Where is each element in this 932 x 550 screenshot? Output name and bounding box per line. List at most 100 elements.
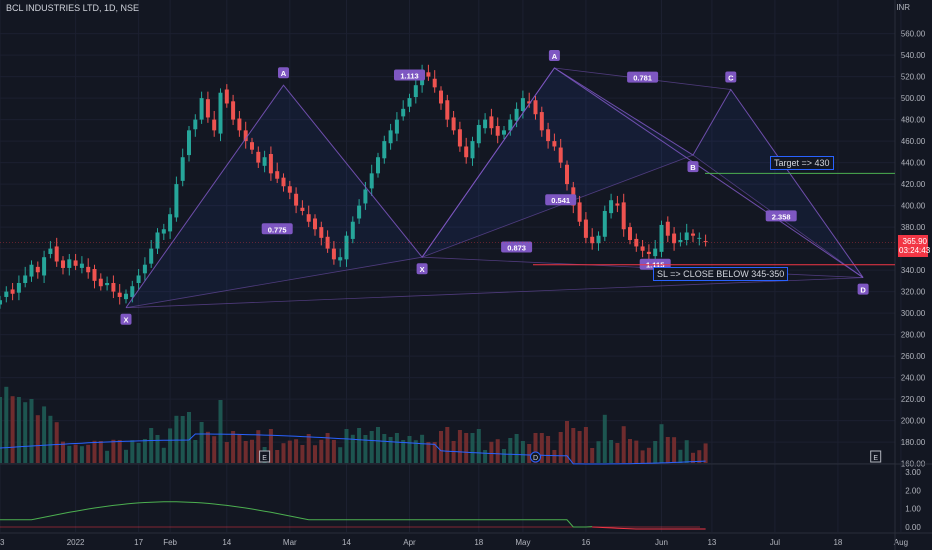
pivot-label-bg	[120, 313, 132, 325]
volume-bar	[306, 434, 311, 463]
last-price-tag: 365.90 03:24:43	[898, 235, 930, 257]
volume-bar	[193, 440, 198, 463]
volume-bar	[678, 449, 683, 463]
candle-body	[61, 260, 65, 268]
volume-bar	[407, 436, 412, 463]
volume-bar	[168, 428, 173, 463]
volume-bar	[67, 445, 72, 463]
price-tick-label: 460.00	[901, 137, 926, 146]
ratio-label: 0.541	[551, 196, 570, 205]
volume-bar	[325, 433, 330, 463]
ratio-label-bg	[545, 194, 577, 206]
candle-body	[590, 236, 595, 244]
volume-bar	[552, 450, 557, 463]
volume-bar	[376, 427, 380, 463]
volume-bar	[111, 439, 116, 463]
time-tick-label: 18	[474, 538, 483, 547]
candle-body	[432, 78, 437, 88]
candle-body	[23, 275, 28, 283]
time-tick-label: 14	[222, 538, 231, 547]
target-annotation[interactable]: Target => 430	[770, 156, 834, 170]
pattern-connector	[125, 256, 423, 309]
candle-body	[92, 269, 97, 281]
candle-body	[646, 251, 651, 254]
pivot-label: A	[552, 52, 558, 61]
volume-bar	[338, 447, 343, 463]
candle-body	[634, 238, 639, 247]
volume-bar	[369, 431, 374, 463]
candle-body	[275, 171, 280, 179]
oscillator-tick-label: 1.00	[905, 505, 921, 514]
ratio-label-bg	[501, 241, 533, 253]
time-tick-label: 14	[342, 538, 351, 547]
candle-body	[357, 205, 362, 219]
time-tick-label: May	[515, 538, 530, 547]
volume-bar	[218, 400, 223, 463]
oscillator-tick-label: 2.00	[905, 486, 921, 495]
price-tick-label: 380.00	[901, 223, 926, 232]
candle-body	[256, 151, 261, 163]
volume-bar	[105, 450, 110, 463]
candle-body	[470, 141, 475, 159]
candle-body	[495, 126, 500, 136]
price-tick-label: 200.00	[901, 417, 926, 426]
candle-body	[168, 214, 173, 232]
candle-body	[394, 119, 399, 134]
volume-bar	[634, 440, 639, 463]
candle-body	[407, 98, 412, 107]
volume-bar	[646, 447, 651, 463]
volume-bar	[161, 447, 166, 463]
volume-bar	[250, 439, 254, 463]
volume-bar	[0, 397, 2, 463]
volume-bar	[565, 421, 569, 463]
volume-bar	[382, 434, 387, 463]
candle-body	[325, 236, 330, 249]
ratio-label: 2.358	[772, 212, 791, 221]
ratio-label: 0.775	[268, 225, 287, 234]
volume-bar	[388, 437, 393, 463]
volume-bar	[98, 441, 103, 463]
volume-bar	[142, 439, 147, 463]
volume-bar	[703, 443, 708, 463]
volume-bar	[124, 449, 128, 463]
candle-body	[691, 233, 695, 236]
time-tick-label: 13	[0, 538, 5, 547]
candle-body	[29, 264, 34, 277]
price-tick-label: 220.00	[901, 395, 926, 404]
volume-bar	[672, 437, 677, 463]
pivot-label: A	[281, 69, 287, 78]
pattern-fill	[422, 68, 693, 258]
volume-bar	[691, 452, 695, 463]
candle-body	[212, 119, 217, 131]
price-tick-label: 280.00	[901, 331, 926, 340]
volume-bar	[16, 397, 21, 463]
volume-bar	[464, 433, 469, 463]
symbol-title: BCL INDUSTRIES LTD, 1D, NSE	[6, 3, 140, 13]
candle-body	[161, 229, 166, 234]
candle-body	[426, 72, 431, 77]
candle-body	[0, 300, 2, 305]
time-tick-label: 16	[581, 538, 590, 547]
candle-body	[199, 98, 204, 120]
candle-body	[306, 214, 311, 222]
candle-body	[672, 233, 677, 244]
candle-body	[54, 246, 59, 262]
candle-body	[155, 232, 160, 249]
candle-body	[596, 235, 601, 244]
volume-bar	[413, 440, 418, 463]
volume-bar	[615, 443, 620, 463]
volume-bar	[439, 431, 443, 463]
volume-bar	[357, 428, 362, 463]
candle-body	[124, 293, 128, 300]
stop-loss-annotation[interactable]: SL => CLOSE BELOW 345-350	[653, 267, 789, 281]
candle-body	[558, 147, 563, 163]
volume-bar	[4, 386, 9, 463]
volume-bar	[294, 439, 299, 463]
volume-bar	[653, 441, 658, 463]
last-price-value: 365.90	[902, 237, 927, 246]
earnings-marker	[870, 450, 882, 463]
volume-bar	[489, 441, 494, 463]
volume-ma-line	[0, 433, 706, 465]
volume-bar	[130, 440, 135, 463]
